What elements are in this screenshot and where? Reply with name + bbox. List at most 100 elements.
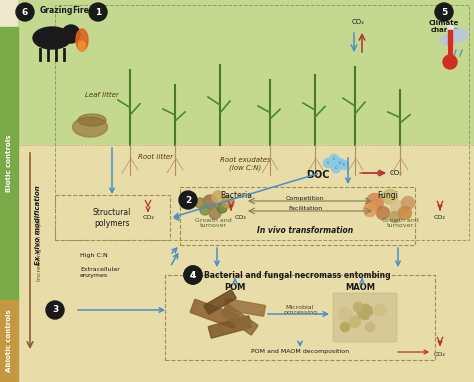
Circle shape — [365, 322, 375, 332]
Circle shape — [339, 160, 349, 170]
Text: Structural
polymers: Structural polymers — [93, 208, 131, 228]
Circle shape — [16, 3, 34, 21]
Circle shape — [46, 301, 64, 319]
Circle shape — [335, 158, 345, 168]
Circle shape — [329, 154, 339, 164]
Bar — [448, 30, 452, 55]
Text: Root litter: Root litter — [137, 154, 173, 160]
Text: Abiotic controls: Abiotic controls — [6, 310, 12, 372]
FancyBboxPatch shape — [190, 299, 239, 328]
Circle shape — [209, 207, 221, 219]
Circle shape — [184, 266, 202, 284]
Circle shape — [374, 304, 386, 316]
Text: CO₂: CO₂ — [235, 215, 247, 220]
Circle shape — [363, 203, 377, 217]
FancyBboxPatch shape — [204, 290, 236, 314]
Circle shape — [203, 195, 217, 209]
Text: 3: 3 — [52, 306, 58, 314]
FancyBboxPatch shape — [221, 304, 258, 335]
Text: 4: 4 — [190, 270, 196, 280]
Circle shape — [435, 3, 453, 21]
Text: Bacterial and fungal necromass entombing: Bacterial and fungal necromass entombing — [204, 270, 391, 280]
Circle shape — [212, 191, 224, 203]
Text: C: C — [343, 163, 345, 167]
Circle shape — [195, 198, 205, 208]
FancyBboxPatch shape — [209, 316, 252, 338]
Circle shape — [376, 206, 390, 220]
FancyBboxPatch shape — [333, 293, 397, 342]
FancyBboxPatch shape — [224, 299, 265, 316]
Circle shape — [401, 196, 415, 210]
Text: 5: 5 — [441, 8, 447, 16]
Ellipse shape — [79, 41, 85, 51]
Text: DOC: DOC — [306, 170, 330, 180]
Text: 4: 4 — [190, 270, 196, 280]
Bar — [180, 187, 415, 245]
Text: In vivo transformation: In vivo transformation — [257, 225, 353, 235]
Circle shape — [366, 193, 384, 211]
Text: Root exudates
(low C:N): Root exudates (low C:N) — [219, 157, 270, 170]
Circle shape — [323, 158, 333, 168]
Text: CO₂: CO₂ — [390, 170, 403, 176]
Bar — [55, 5, 469, 240]
Text: Facilitation: Facilitation — [288, 206, 322, 210]
Text: 6: 6 — [22, 8, 28, 16]
Circle shape — [443, 55, 457, 69]
Ellipse shape — [33, 27, 71, 49]
Text: C: C — [327, 161, 329, 165]
Circle shape — [338, 307, 352, 321]
Text: High C:N: High C:N — [80, 253, 108, 257]
Circle shape — [222, 196, 234, 208]
Circle shape — [357, 304, 373, 320]
Ellipse shape — [440, 35, 456, 45]
Ellipse shape — [76, 29, 88, 51]
Text: C: C — [335, 166, 337, 170]
Ellipse shape — [73, 117, 108, 137]
Text: C: C — [339, 161, 341, 165]
Bar — [55, 195, 170, 240]
Text: Grazing: Grazing — [40, 5, 73, 15]
Text: CO₂: CO₂ — [143, 215, 155, 220]
Circle shape — [389, 211, 401, 223]
Text: POM: POM — [224, 283, 246, 291]
Text: Growth and
turnover: Growth and turnover — [195, 218, 231, 228]
Bar — [18, 145, 474, 382]
Circle shape — [398, 206, 412, 220]
Text: Ex vivo modification: Ex vivo modification — [35, 185, 41, 265]
Text: POM and MAOM decomposition: POM and MAOM decomposition — [251, 350, 349, 354]
Text: Microbial
processing: Microbial processing — [283, 304, 317, 316]
Text: C: C — [333, 157, 335, 161]
Text: 2: 2 — [185, 196, 191, 204]
Text: CO₂: CO₂ — [434, 215, 446, 220]
Circle shape — [62, 25, 80, 43]
Circle shape — [390, 200, 406, 216]
Text: Extracellular
enzymes: Extracellular enzymes — [80, 267, 120, 278]
Text: 1: 1 — [95, 8, 101, 16]
Circle shape — [184, 266, 202, 284]
Text: Fungi: Fungi — [378, 191, 399, 199]
Text: Bacteria: Bacteria — [220, 191, 252, 199]
Bar — [447, 25, 453, 60]
Circle shape — [217, 203, 227, 213]
Circle shape — [179, 191, 197, 209]
Text: Fire: Fire — [72, 5, 89, 15]
Text: MAOM: MAOM — [345, 283, 375, 291]
Circle shape — [353, 302, 363, 312]
Text: Leaf litter: Leaf litter — [85, 92, 119, 98]
Text: Competition: Competition — [286, 196, 324, 201]
Text: Growth and
turnover: Growth and turnover — [382, 218, 419, 228]
Circle shape — [200, 205, 210, 215]
Circle shape — [369, 314, 381, 326]
Text: Climate
change: Climate change — [428, 20, 459, 33]
Bar — [165, 275, 435, 360]
Circle shape — [331, 163, 341, 173]
Circle shape — [340, 322, 350, 332]
Text: CO₂: CO₂ — [434, 351, 446, 356]
Polygon shape — [0, 300, 18, 382]
Text: Increasing soil depth: Increasing soil depth — [36, 216, 42, 281]
Polygon shape — [0, 27, 18, 300]
Text: CO₂: CO₂ — [352, 19, 365, 25]
Bar — [18, 0, 474, 145]
Ellipse shape — [448, 29, 468, 41]
Circle shape — [349, 316, 361, 328]
